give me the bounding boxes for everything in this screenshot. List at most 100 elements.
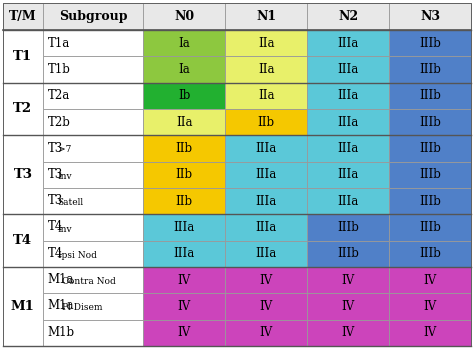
Bar bbox=[307, 135, 389, 162]
Text: IIa: IIa bbox=[258, 63, 274, 76]
Text: IIIb: IIIb bbox=[419, 116, 441, 129]
Bar bbox=[307, 188, 389, 214]
Text: IIIa: IIIa bbox=[337, 63, 359, 76]
Text: IV: IV bbox=[178, 326, 191, 339]
Bar bbox=[389, 135, 471, 162]
Bar bbox=[307, 83, 389, 109]
Bar bbox=[225, 83, 307, 109]
Bar bbox=[225, 320, 307, 346]
Text: T4: T4 bbox=[48, 221, 63, 233]
Bar bbox=[225, 214, 307, 241]
Bar bbox=[144, 30, 225, 56]
Bar bbox=[3, 214, 43, 267]
Bar bbox=[144, 3, 225, 30]
Text: IIIa: IIIa bbox=[255, 142, 277, 155]
Text: T3: T3 bbox=[48, 141, 63, 155]
Text: IIIa: IIIa bbox=[255, 221, 277, 234]
Bar bbox=[144, 162, 225, 188]
Bar bbox=[43, 162, 144, 188]
Bar bbox=[43, 135, 144, 162]
Bar bbox=[307, 267, 389, 293]
Text: IIIb: IIIb bbox=[419, 63, 441, 76]
Text: IIIa: IIIa bbox=[255, 247, 277, 260]
Text: T2: T2 bbox=[13, 103, 32, 116]
Bar bbox=[144, 56, 225, 83]
Text: IV: IV bbox=[342, 300, 355, 313]
Text: T1b: T1b bbox=[48, 63, 71, 76]
Bar bbox=[307, 30, 389, 56]
Text: >7: >7 bbox=[58, 146, 71, 155]
Bar bbox=[225, 135, 307, 162]
Text: IIIb: IIIb bbox=[419, 195, 441, 208]
Bar bbox=[144, 188, 225, 214]
Bar bbox=[144, 320, 225, 346]
Text: IIIb: IIIb bbox=[419, 168, 441, 181]
Text: IIb: IIb bbox=[176, 142, 193, 155]
Bar bbox=[307, 320, 389, 346]
Text: Ia: Ia bbox=[179, 63, 190, 76]
Text: M1a: M1a bbox=[48, 299, 74, 312]
Text: N2: N2 bbox=[338, 10, 358, 23]
Bar bbox=[225, 162, 307, 188]
Bar bbox=[43, 56, 144, 83]
Text: IV: IV bbox=[260, 300, 273, 313]
Text: IIIa: IIIa bbox=[337, 116, 359, 129]
Text: IIb: IIb bbox=[176, 195, 193, 208]
Bar bbox=[225, 241, 307, 267]
Text: Inv: Inv bbox=[58, 224, 72, 233]
Text: Ib: Ib bbox=[178, 89, 191, 102]
Bar bbox=[389, 56, 471, 83]
Text: IV: IV bbox=[260, 274, 273, 287]
Text: IIIb: IIIb bbox=[419, 89, 441, 102]
Text: T3: T3 bbox=[48, 194, 63, 207]
Bar bbox=[225, 267, 307, 293]
Text: IIIb: IIIb bbox=[419, 142, 441, 155]
Bar bbox=[144, 135, 225, 162]
Bar bbox=[144, 267, 225, 293]
Bar bbox=[389, 320, 471, 346]
Bar bbox=[144, 241, 225, 267]
Text: IIIb: IIIb bbox=[419, 247, 441, 260]
Text: IV: IV bbox=[178, 274, 191, 287]
Text: IV: IV bbox=[260, 326, 273, 339]
Bar bbox=[3, 83, 43, 135]
Bar bbox=[3, 267, 43, 346]
Bar bbox=[225, 188, 307, 214]
Bar bbox=[225, 293, 307, 320]
Text: N1: N1 bbox=[256, 10, 276, 23]
Bar bbox=[225, 56, 307, 83]
Bar bbox=[43, 83, 144, 109]
Bar bbox=[389, 214, 471, 241]
Text: IIIa: IIIa bbox=[337, 89, 359, 102]
Text: IIIa: IIIa bbox=[337, 37, 359, 50]
Bar bbox=[389, 109, 471, 135]
Bar bbox=[307, 3, 389, 30]
Bar bbox=[3, 30, 43, 83]
Text: IIIa: IIIa bbox=[174, 247, 195, 260]
Bar bbox=[43, 241, 144, 267]
Bar bbox=[225, 109, 307, 135]
Text: IIIa: IIIa bbox=[337, 195, 359, 208]
Bar bbox=[389, 241, 471, 267]
Bar bbox=[225, 3, 307, 30]
Bar bbox=[144, 83, 225, 109]
Text: T2b: T2b bbox=[48, 116, 71, 129]
Text: IIIa: IIIa bbox=[174, 221, 195, 234]
Text: IV: IV bbox=[423, 326, 437, 339]
Text: Ia: Ia bbox=[179, 37, 190, 50]
Text: N0: N0 bbox=[174, 10, 194, 23]
Text: IIIb: IIIb bbox=[337, 247, 359, 260]
Text: T3: T3 bbox=[48, 168, 63, 181]
Text: T4: T4 bbox=[13, 234, 32, 247]
Bar bbox=[43, 293, 144, 320]
Text: IIIb: IIIb bbox=[419, 37, 441, 50]
Text: M1b: M1b bbox=[48, 326, 75, 339]
Bar bbox=[389, 83, 471, 109]
Text: IV: IV bbox=[178, 300, 191, 313]
Bar bbox=[225, 30, 307, 56]
Text: IIb: IIb bbox=[176, 168, 193, 181]
Bar bbox=[43, 267, 144, 293]
Bar bbox=[389, 3, 471, 30]
Text: M1: M1 bbox=[11, 300, 35, 313]
Bar bbox=[389, 30, 471, 56]
